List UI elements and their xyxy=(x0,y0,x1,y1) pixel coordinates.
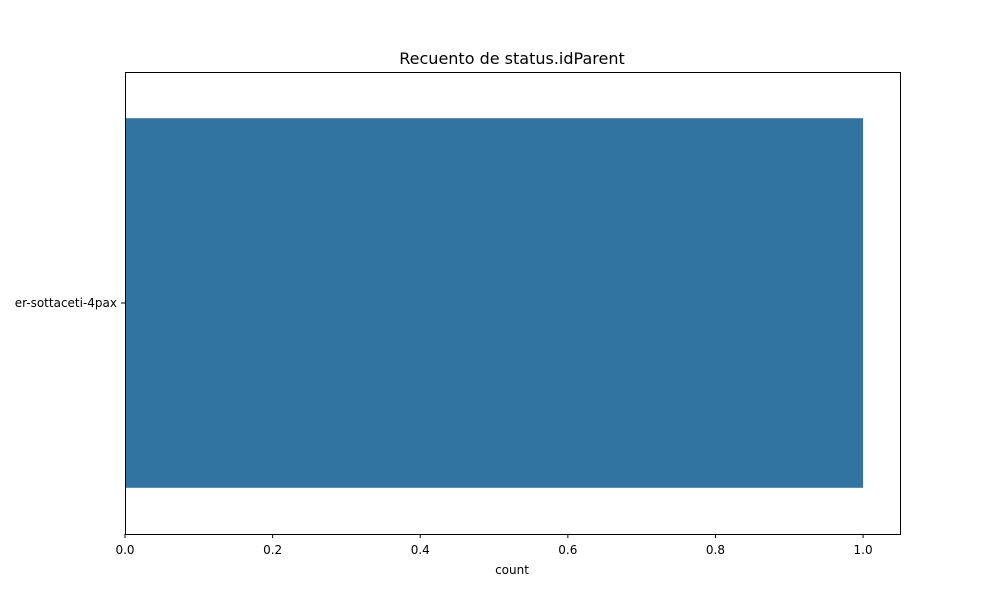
x-tick-label: 0.6 xyxy=(558,543,577,557)
x-tick-label: 0.8 xyxy=(706,543,725,557)
x-tick-label: 0.4 xyxy=(411,543,430,557)
x-tick-label: 1.0 xyxy=(854,543,873,557)
chart-title: Recuento de status.idParent xyxy=(399,49,624,68)
x-axis: 0.0 0.2 0.4 0.6 0.8 1.0 xyxy=(115,534,873,557)
x-axis-label: count xyxy=(495,563,529,577)
plot-frame xyxy=(125,72,901,535)
x-tick-label: 0.0 xyxy=(115,543,134,557)
bar xyxy=(125,118,864,488)
y-axis: er-sottaceti-4pax xyxy=(15,296,125,310)
x-tick-label: 0.2 xyxy=(263,543,282,557)
bars-layer xyxy=(125,118,864,488)
y-tick-label: er-sottaceti-4pax xyxy=(15,296,117,310)
